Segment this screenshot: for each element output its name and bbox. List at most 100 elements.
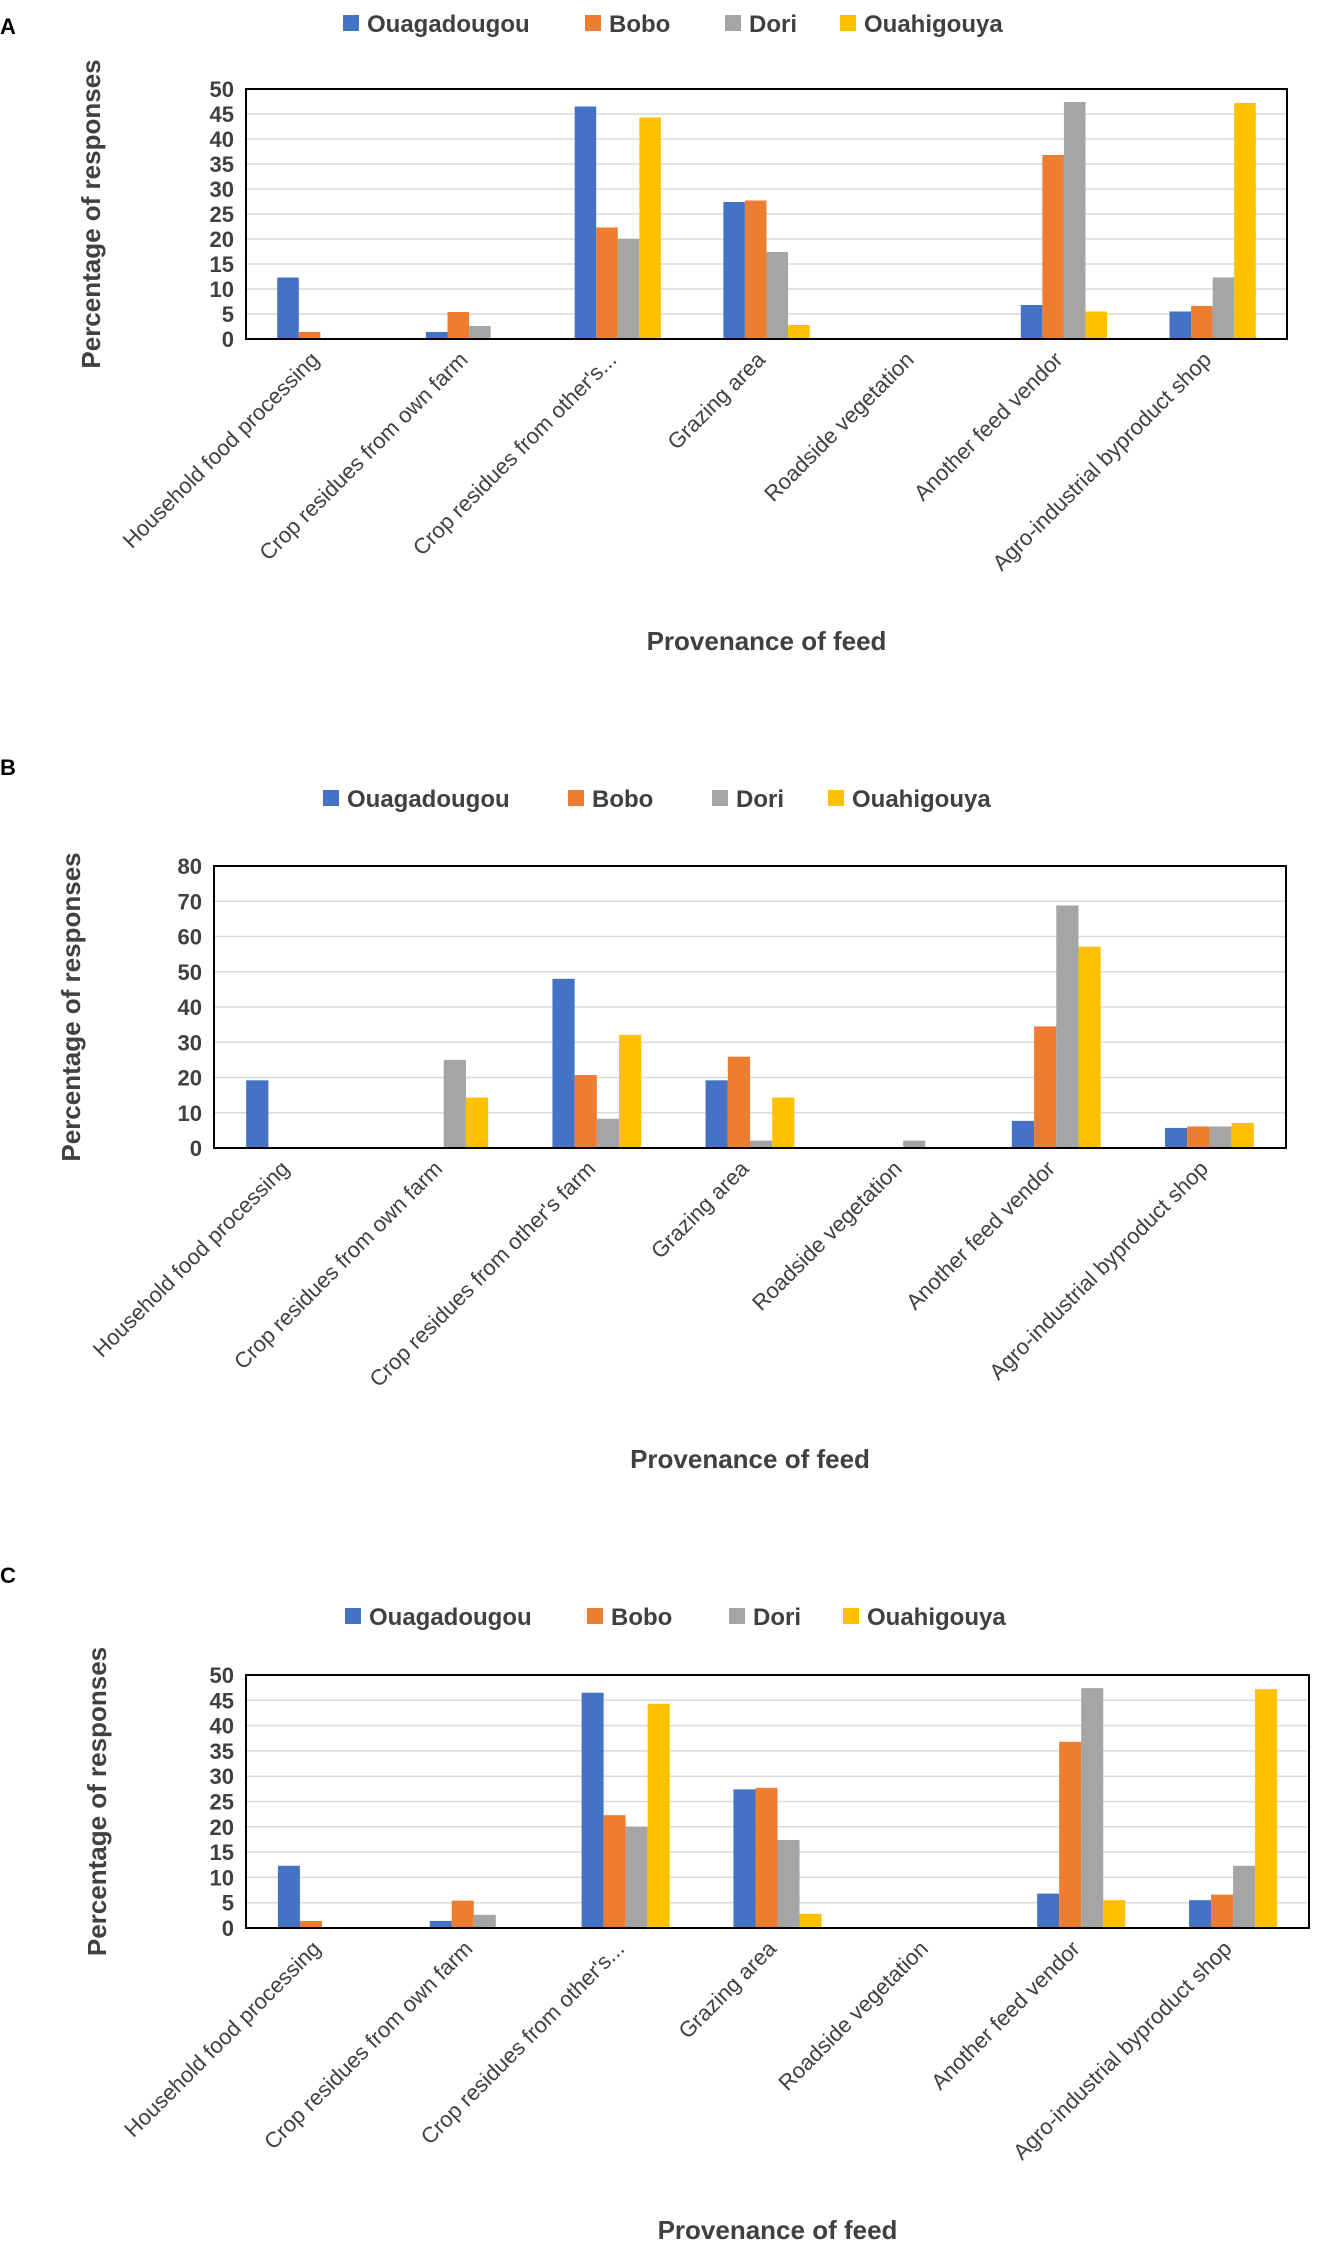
bar-bobo-2	[596, 227, 618, 339]
legend-label-bobo: Bobo	[611, 1604, 672, 1631]
y-tick-label: 20	[210, 227, 234, 252]
y-tick-label: 0	[222, 327, 234, 352]
bar-ouahigouya-5	[1103, 1900, 1126, 1928]
bar-dori-2	[617, 239, 640, 339]
legend-label-ouagadougou: Ouagadougou	[369, 1604, 532, 1631]
bar-ouagadougou-2	[581, 1692, 604, 1928]
bar-ouagadougou-2	[552, 978, 575, 1148]
legend-label-bobo: Bobo	[609, 11, 670, 38]
legend-swatch-bobo	[585, 15, 601, 31]
plot-frame	[245, 88, 1288, 340]
y-tick-label: 40	[210, 1714, 234, 1739]
y-tick-label: 30	[210, 1764, 234, 1789]
bar-ouahigouya-2	[639, 117, 661, 339]
bar-ouagadougou-1	[425, 332, 448, 339]
bar-ouagadougou-3	[733, 1789, 756, 1928]
bar-bobo-5	[1042, 155, 1064, 339]
legend-swatch-dori	[725, 15, 741, 31]
y-tick-label: 20	[210, 1815, 234, 1840]
x-axis-title: Provenance of feed	[658, 2215, 898, 2245]
y-tick-label: 0	[222, 1916, 234, 1941]
bar-dori-2	[625, 1826, 648, 1928]
y-tick-label: 40	[210, 127, 234, 152]
bar-dori-2	[596, 1118, 620, 1148]
bar-dori-5	[1056, 905, 1079, 1148]
bar-bobo-1	[447, 312, 470, 339]
legend-swatch-dori	[712, 790, 728, 806]
bar-ouagadougou-5	[1037, 1893, 1060, 1928]
legend-swatch-ouahigouya	[828, 790, 844, 806]
chart-panel-a: A Ouagadougou Bobo Dori Ouahigouya 0510152025…	[0, 11, 1288, 656]
y-tick-label: 60	[178, 925, 202, 950]
legend-swatch-bobo	[568, 790, 584, 806]
x-axis-title: Provenance of feed	[647, 626, 887, 656]
y-tick-label: 35	[210, 152, 234, 177]
y-tick-label: 45	[210, 1688, 234, 1713]
bar-ouagadougou-5	[1020, 305, 1043, 339]
bar-ouahigouya-1	[465, 1097, 489, 1148]
legend-swatch-ouagadougou	[343, 15, 359, 31]
y-tick-label: 10	[178, 1101, 202, 1126]
y-tick-label: 45	[210, 102, 234, 127]
chart-panel-c: C Ouagadougou Bobo Dori Ouahigouya 0510152025…	[0, 1563, 1310, 2245]
bar-dori-3	[777, 1839, 800, 1928]
x-tick-label: Another feed vendor	[909, 347, 1068, 506]
legend-label-ouahigouya: Ouahigouya	[864, 11, 1003, 38]
y-tick-label: 50	[210, 77, 234, 102]
bar-ouagadougou-5	[1011, 1120, 1035, 1148]
y-tick-label: 0	[190, 1136, 202, 1161]
chart-panel-b: B Ouagadougou Bobo Dori Ouahigouya 0 10 20 30 40 5…	[0, 755, 1287, 1474]
bar-bobo-3	[744, 200, 767, 339]
bar-ouagadougou-2	[574, 106, 597, 339]
bar-ouagadougou-6	[1189, 1900, 1212, 1928]
y-tick-label: 50	[210, 1663, 234, 1688]
y-tick-label: 70	[178, 889, 202, 914]
y-axis-title: Percentage of responses	[56, 852, 86, 1161]
bar-ouagadougou-3	[705, 1080, 728, 1148]
x-tick-label: Grazing area	[673, 1935, 781, 2043]
bar-ouahigouya-3	[788, 325, 810, 339]
bar-bobo-2	[574, 1075, 597, 1148]
legend-swatch-dori	[729, 1608, 745, 1624]
bar-dori-1	[469, 326, 491, 339]
x-tick-label: Another feed vendor	[901, 1156, 1060, 1315]
y-tick-label: 10	[210, 277, 234, 302]
legend-label-ouahigouya: Ouahigouya	[867, 1604, 1006, 1631]
bar-dori-6	[1209, 1126, 1232, 1148]
bar-dori-1	[473, 1914, 496, 1928]
y-tick-label: 30	[178, 1030, 202, 1055]
bar-bobo-3	[755, 1787, 778, 1928]
bar-bobo-1	[451, 1900, 474, 1928]
bar-ouahigouya-2	[647, 1703, 670, 1928]
y-tick-label: 15	[210, 252, 234, 277]
bar-dori-6	[1212, 277, 1235, 339]
bar-ouahigouya-5	[1078, 946, 1101, 1148]
y-tick-label: 10	[210, 1865, 234, 1890]
plot-frame	[213, 865, 1287, 1149]
bar-bobo-0	[298, 332, 321, 339]
bar-bobo-5	[1034, 1026, 1057, 1148]
x-tick-label: Grazing area	[646, 1155, 754, 1263]
y-tick-label: 50	[178, 960, 202, 985]
bar-ouagadougou-0	[246, 1080, 269, 1148]
legend-label-dori: Dori	[749, 11, 797, 38]
x-tick-label: Another feed vendor	[926, 1936, 1085, 2095]
legend-swatch-bobo	[587, 1608, 603, 1624]
legend-swatch-ouahigouya	[840, 15, 856, 31]
x-tick-label: Grazing area	[662, 346, 770, 454]
bar-ouagadougou-1	[429, 1920, 452, 1928]
bar-dori-4	[903, 1140, 926, 1148]
plot-frame	[245, 1674, 1310, 1929]
x-axis-title: Provenance of feed	[630, 1444, 870, 1474]
bar-ouahigouya-3	[772, 1097, 795, 1148]
legend-swatch-ouagadougou	[345, 1608, 361, 1624]
bar-dori-3	[766, 252, 789, 339]
bar-dori-5	[1081, 1688, 1104, 1928]
y-tick-label: 25	[210, 1790, 234, 1815]
bar-bobo-0	[299, 1920, 322, 1928]
legend-swatch-ouagadougou	[323, 790, 339, 806]
bar-ouagadougou-3	[723, 202, 745, 339]
y-axis-title: Percentage of responses	[82, 1647, 112, 1956]
x-tick-label: Roadside vegetation	[773, 1936, 933, 2096]
